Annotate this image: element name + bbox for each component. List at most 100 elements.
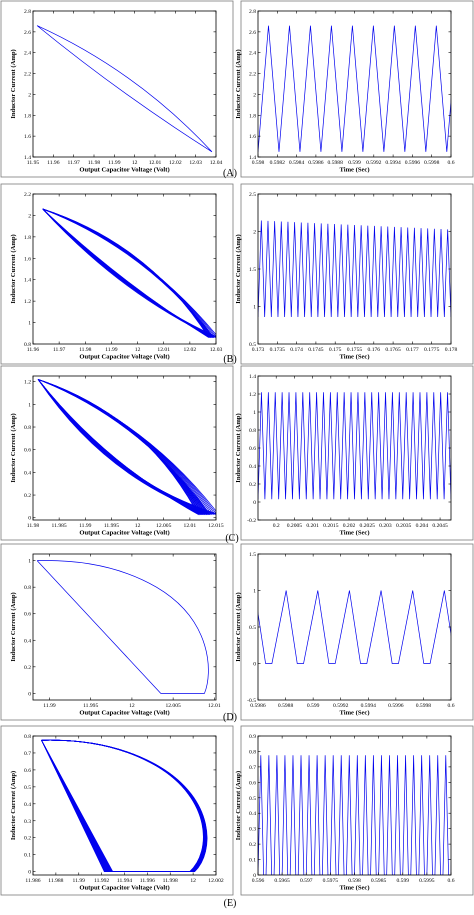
loop-trajectory [41,739,206,872]
y-tick-label: 1.5 [249,552,256,558]
x-axis-label: Time (Sec) [339,710,369,717]
y-tick-label: 1.2 [24,380,31,386]
panel-label: (D) [223,712,237,723]
y-tick-label: 2 [28,92,31,98]
x-tick-label: 0.2 [273,523,280,529]
y-tick-label: 1.4 [24,278,31,284]
y-tick-label: 0.2 [24,665,31,671]
trace-group [37,379,216,516]
x-tick-label: 0.2035 [396,523,412,529]
axes-box [32,193,217,345]
series-line [258,25,451,152]
x-tick-label: 11.995 [83,703,98,709]
x-tick-label: 11.97 [53,347,66,353]
trace-group [258,220,451,318]
y-tick-label: 0.5 [24,785,31,791]
x-tick-label: 11.995 [104,523,119,529]
x-tick-label: 12.01 [149,160,162,166]
x-tick-label: 0.201 [306,523,319,529]
chart-panel-5-time: 0.596 0.5965 0.597 0.5975 0.598 0.5985 0.599 0.… [235,725,474,896]
chart-panel-4-phase: 11.99 11.995 12 12.005 12.01 0 0.2 0.4 0.6 0.8 1 Ou… [0,543,234,721]
series-line [258,220,451,318]
x-tick-label: 12.005 [165,703,181,709]
x-tick-label: 12 [135,523,141,529]
x-axis-label: Output Capacitor Voltage (Volt) [79,167,169,174]
y-tick-label: 0.8 [24,342,31,348]
loop-trajectory [42,208,210,338]
y-tick-label: 0.8 [249,749,256,755]
y-tick-label: 1.2 [249,392,256,398]
x-tick-label: 11.996 [140,878,155,884]
y-tick-label: 0.5 [249,796,256,802]
y-tick-label: 1 [28,402,31,408]
axes-box [257,553,452,701]
axes-box [32,735,217,876]
y-axis-label: Inductor Current (Amp) [10,49,17,118]
y-tick-label: 0 [253,500,256,506]
panel-frame [240,725,474,896]
trace-group [42,208,216,338]
x-tick-label: 12.002 [208,878,224,884]
panel-frame [0,543,234,721]
y-tick-label: 2 [253,92,256,98]
loop-trajectory [41,739,205,872]
loop-trajectory [37,379,206,516]
x-tick-label: 0.2005 [287,523,303,529]
loop-trajectory [37,379,204,516]
x-tick-label: 11.98 [88,160,101,166]
y-tick-label: 1 [253,305,256,311]
y-tick-label: 1.6 [24,134,31,140]
y-tick-label: 0.8 [24,734,31,740]
loop-trajectory [41,739,207,872]
y-tick-label: 2 [28,213,31,219]
y-tick-label: 0.8 [249,428,256,434]
x-tick-label: 0.6 [448,878,455,884]
y-tick-label: 2.8 [249,9,256,15]
y-tick-label: 0.4 [249,464,256,470]
chart-panel-3-phase: 11.98 11.985 11.99 11.995 12 12.005 12.01 12.01… [0,365,234,541]
y-axis-label: Inductor Current (Amp) [10,592,17,661]
y-tick-label: 2.8 [24,9,31,15]
y-tick-label: 1.6 [24,256,31,262]
y-tick-label: 0.8 [24,585,31,591]
y-tick-label: -0.5 [247,698,256,704]
axes-box [257,193,452,345]
loop-trajectory [42,208,212,338]
y-tick-label: 0.5 [249,342,256,348]
loop-trajectory [41,739,206,872]
y-tick-label: 1 [28,321,31,327]
x-tick-label: 12.005 [156,523,172,529]
y-axis-label: Inductor Current (Amp) [10,413,17,482]
y-tick-label: 0.2 [24,836,31,842]
trace-group [36,560,209,694]
y-tick-label: 1 [253,410,256,416]
panel-frame [240,0,474,178]
y-tick-label: 0.6 [249,446,256,452]
x-tick-label: 11.99 [79,523,92,529]
loop-trajectory [37,379,199,516]
x-tick-label: 0.5996 [405,160,421,166]
x-axis-label: Output Capacitor Voltage (Volt) [79,885,169,892]
x-tick-label: 0.599 [348,160,361,166]
y-tick-label: -0.2 [247,518,256,524]
y-tick-label: 0.7 [24,751,31,757]
loop-trajectory [42,208,215,338]
series-line [258,590,451,664]
y-tick-label: 2.5 [249,192,256,198]
loop-trajectory [41,739,204,872]
x-tick-label: 0.1735 [270,347,286,353]
x-tick-label: 12 [190,878,196,884]
x-tick-label: 0.5982 [270,160,286,166]
loop-trajectory [41,739,205,872]
axes-box [32,553,217,701]
y-axis-label: Inductor Current (Amp) [235,413,242,482]
panel-frame [240,365,474,541]
x-tick-label: 0.5988 [328,160,344,166]
x-axis-label: Time (Sec) [339,530,369,537]
panel-frame [0,183,234,365]
loop-trajectory [37,379,211,516]
x-tick-label: 12 [132,160,138,166]
x-tick-label: 11.96 [27,347,40,353]
trace-group [41,739,208,872]
trace-group [36,25,213,153]
